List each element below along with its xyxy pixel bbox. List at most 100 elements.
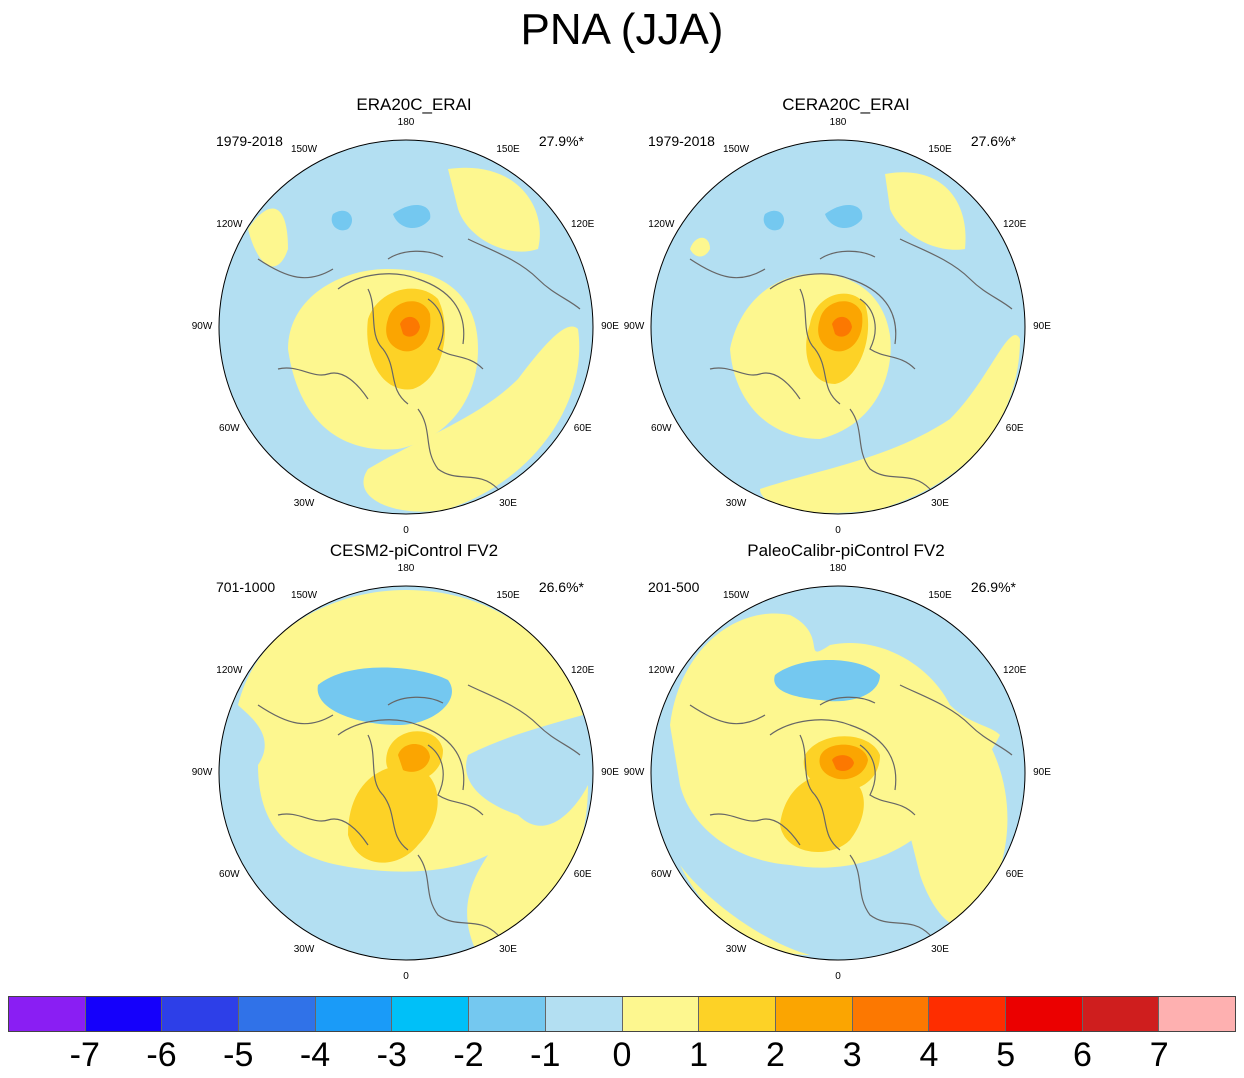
colorbar-swatch bbox=[1159, 996, 1236, 1032]
colorbar-swatch bbox=[775, 996, 853, 1032]
map-border bbox=[650, 139, 1026, 515]
figure-title: PNA (JJA) bbox=[520, 5, 724, 54]
coastline bbox=[337, 273, 465, 345]
coastline bbox=[689, 258, 766, 279]
longitude-label: 150W bbox=[722, 144, 750, 156]
longitude-label: 150E bbox=[496, 590, 520, 602]
longitude-label: 60W bbox=[651, 869, 672, 880]
colorbar-tick-label: 4 bbox=[919, 1036, 939, 1074]
longitude-label: 30W bbox=[725, 497, 747, 509]
colorbar-swatch bbox=[622, 996, 700, 1032]
colorbar-swatch bbox=[239, 996, 316, 1032]
colorbar-tick-label: 1 bbox=[689, 1036, 709, 1074]
longitude-label: 60E bbox=[1005, 423, 1024, 434]
coastline bbox=[859, 298, 916, 370]
coastline bbox=[337, 719, 465, 791]
coastline bbox=[709, 813, 801, 846]
map-panel-cesm2: CESM2-piControl FV2 701-1000 26.6%* 180 1… bbox=[192, 541, 624, 982]
positive-anomaly-region bbox=[780, 774, 864, 852]
longitude-label: 90E bbox=[1033, 321, 1051, 332]
coastline bbox=[467, 684, 581, 756]
longitude-label: 90W bbox=[191, 321, 213, 332]
colorbar-tick-label: -4 bbox=[299, 1036, 331, 1074]
longitude-label: 120E bbox=[570, 665, 595, 676]
colorbar-tick-label: -5 bbox=[223, 1036, 254, 1074]
panel-title: CESM2-piControl FV2 bbox=[329, 541, 499, 560]
longitude-label: 120E bbox=[570, 219, 595, 230]
longitude-label: 150E bbox=[928, 590, 952, 602]
longitude-label: 90E bbox=[601, 767, 619, 778]
coastline bbox=[899, 238, 1013, 310]
positive-anomaly-region bbox=[885, 172, 966, 250]
longitude-label: 90E bbox=[601, 321, 619, 332]
longitude-label: 30W bbox=[725, 943, 747, 955]
colorbar-tick-label: 6 bbox=[1073, 1036, 1092, 1074]
colorbar-swatch bbox=[469, 996, 546, 1032]
panel-title: ERA20C_ERAI bbox=[356, 95, 472, 114]
negative-anomaly-region bbox=[393, 204, 431, 229]
coastline bbox=[277, 367, 369, 400]
colorbar-swatch bbox=[1005, 996, 1083, 1032]
longitude-label: 30E bbox=[931, 943, 949, 955]
coastline bbox=[427, 298, 484, 370]
negative-anomaly-region bbox=[317, 667, 452, 725]
period-label: 1979-2018 bbox=[648, 133, 715, 149]
coastline bbox=[387, 696, 444, 706]
colorbar-swatch bbox=[1082, 996, 1160, 1032]
coastline bbox=[689, 704, 766, 725]
colorbar-tick-label: -7 bbox=[69, 1036, 100, 1074]
negative-anomaly-region bbox=[331, 210, 353, 231]
longitude-label: 30W bbox=[293, 497, 315, 509]
coastline bbox=[899, 684, 1013, 756]
longitude-label: 120W bbox=[648, 665, 675, 676]
colorbar bbox=[8, 996, 1236, 1032]
longitude-label: 150W bbox=[722, 590, 750, 602]
polar-map bbox=[218, 585, 594, 961]
longitude-label: 180 bbox=[829, 563, 847, 574]
negative-anomaly-region bbox=[763, 210, 785, 231]
colorbar-tick-label: 7 bbox=[1149, 1036, 1169, 1074]
colorbar-tick-label: 3 bbox=[842, 1036, 862, 1074]
longitude-label: 180 bbox=[397, 563, 415, 574]
negative-anomaly-region bbox=[825, 204, 863, 229]
panel-title: PaleoCalibr-piControl FV2 bbox=[747, 541, 945, 560]
map-border bbox=[650, 585, 1026, 961]
colorbar-tick-label: 2 bbox=[766, 1036, 785, 1074]
longitude-label: 180 bbox=[829, 117, 847, 128]
coastline bbox=[799, 734, 841, 851]
map-panel-paleocalibr: PaleoCalibr-piControl FV2 201-500 26.9%*… bbox=[624, 541, 1056, 982]
longitude-label: 60E bbox=[573, 869, 592, 880]
map-content bbox=[219, 586, 593, 960]
polar-map bbox=[650, 585, 1026, 961]
polar-map bbox=[218, 139, 594, 515]
panel-title: CERA20C_ERAI bbox=[782, 95, 910, 114]
negative-anomaly-region bbox=[774, 660, 880, 702]
longitude-label: 0 bbox=[835, 971, 841, 982]
longitude-label: 0 bbox=[403, 971, 409, 982]
positive-anomaly-region bbox=[400, 316, 420, 337]
period-label: 201-500 bbox=[648, 579, 700, 595]
longitude-label: 30E bbox=[931, 497, 949, 509]
colorbar-tick-label: 5 bbox=[996, 1036, 1016, 1074]
longitude-label: 60E bbox=[573, 423, 592, 434]
colorbar-swatch bbox=[85, 996, 163, 1032]
colorbar-swatch bbox=[392, 996, 470, 1032]
positive-anomaly-region bbox=[248, 208, 288, 267]
colorbar-swatch bbox=[8, 996, 86, 1032]
coastline bbox=[769, 273, 897, 345]
longitude-label: 60E bbox=[1005, 869, 1024, 880]
coastline bbox=[859, 744, 916, 816]
coastline bbox=[849, 854, 931, 936]
longitude-label: 0 bbox=[403, 525, 409, 536]
variance-percent: 27.9%* bbox=[538, 133, 584, 149]
coastline bbox=[367, 734, 409, 851]
positive-anomaly-region bbox=[832, 316, 852, 337]
longitude-label: 90W bbox=[623, 767, 645, 778]
longitude-label: 150E bbox=[928, 144, 952, 156]
colorbar-tick-label: -6 bbox=[146, 1036, 177, 1074]
map-panel-cera20c: CERA20C_ERAI 1979-2018 27.6%* 180 150E 120… bbox=[624, 95, 1056, 536]
coastline bbox=[799, 288, 841, 405]
coastline bbox=[257, 258, 334, 279]
longitude-label: 90W bbox=[623, 321, 645, 332]
longitude-label: 120E bbox=[1002, 219, 1027, 230]
